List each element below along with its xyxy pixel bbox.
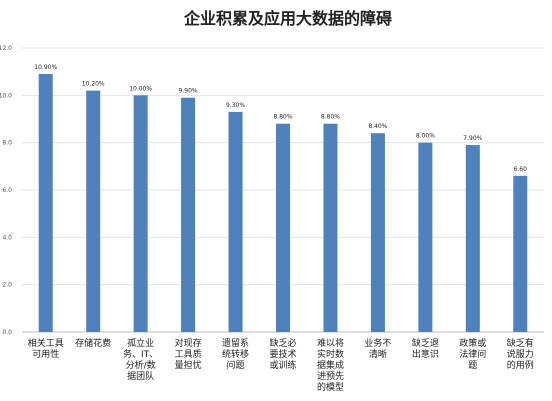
category-label-line: 实时数 xyxy=(317,348,344,360)
bar xyxy=(228,111,243,333)
y-tick-label: 6.0 xyxy=(2,187,12,194)
category-label-line: 工具质 xyxy=(175,348,202,360)
y-tick-label: 12.0 xyxy=(0,45,12,52)
category-label: 孤立业务、IT、分析/数据团队 xyxy=(123,337,158,382)
category-label-line: 的用例 xyxy=(507,359,534,371)
bar xyxy=(465,145,480,332)
category-label: 遗留系统转移问题 xyxy=(222,337,249,371)
category-label: 缺乏必要技术或训练 xyxy=(269,337,296,371)
y-tick-label: 10.0 xyxy=(0,92,12,99)
category-label-line: 清晰 xyxy=(369,348,387,360)
data-label: 10.90% xyxy=(34,64,57,71)
data-label: 8.80% xyxy=(273,114,292,121)
category-label-line: 分析/数 xyxy=(126,359,156,371)
category-label-line: 相关工具 xyxy=(28,337,64,349)
y-tick-label: 8.0 xyxy=(2,140,12,147)
bar xyxy=(181,97,196,332)
bar xyxy=(133,95,148,332)
category-label-line: 可用性 xyxy=(32,348,59,360)
y-tick-label: 2.0 xyxy=(2,282,12,289)
category-label-line: 难以将 xyxy=(317,338,344,349)
data-label: 9.90% xyxy=(179,88,198,95)
data-label: 10.00% xyxy=(129,85,152,92)
category-label: 存储花费 xyxy=(75,337,111,349)
category-label-line: 缺乏有 xyxy=(507,337,534,349)
category-label-line: 进预先 xyxy=(317,370,344,382)
data-label: 9.30% xyxy=(226,102,245,109)
bar xyxy=(370,133,385,332)
category-label-line: 出意识 xyxy=(412,348,439,360)
data-label: 10.20% xyxy=(82,81,105,88)
data-label: 8.80% xyxy=(321,114,340,121)
bars xyxy=(38,74,528,333)
y-tick-label: 0.0 xyxy=(2,329,12,336)
category-label: 业务不清晰 xyxy=(364,337,391,360)
category-label-line: 对现存 xyxy=(175,337,202,349)
category-label-line: 或训练 xyxy=(269,359,296,371)
category-label-line: 遗留系 xyxy=(222,337,249,349)
data-label: 8.40% xyxy=(368,123,387,130)
category-label: 缺乏有说服力的用例 xyxy=(507,337,534,371)
y-tick-label: 4.0 xyxy=(2,234,12,241)
category-label: 相关工具可用性 xyxy=(28,337,64,360)
data-label: 8.00% xyxy=(416,133,435,140)
y-axis: 0.0 2.0 4.0 6.0 8.0 10.0 12.0 xyxy=(0,45,12,336)
category-label-line: 孤立业 xyxy=(127,337,154,349)
category-label-line: 法律问 xyxy=(459,348,486,360)
category-label-line: 题 xyxy=(468,360,477,371)
data-labels: 10.90% 10.20% 10.00% 9.90% 9.30% 8.80% 8.80% 8.… xyxy=(34,64,527,173)
category-label-line: 存储花费 xyxy=(75,337,111,349)
category-label-line: 量担忧 xyxy=(175,359,202,371)
category-label-line: 政策或 xyxy=(459,337,486,349)
bar xyxy=(38,74,53,333)
bar xyxy=(86,90,101,332)
category-label-line: 的模型 xyxy=(317,381,344,393)
category-label: 难以将实时数据集成进预先的模型 xyxy=(317,338,344,393)
category-label-line: 据团队 xyxy=(127,370,154,382)
category-label-line: 问题 xyxy=(227,359,245,371)
bar xyxy=(276,123,290,332)
category-label-line: 说服力 xyxy=(507,348,534,360)
category-label-line: 统转移 xyxy=(222,348,249,360)
category-label-line: 业务不 xyxy=(364,337,391,349)
category-label-line: 据集成 xyxy=(317,359,344,371)
chart-title: 企业积累及应用大数据的障碍 xyxy=(183,9,392,28)
category-label-line: 缺乏必 xyxy=(269,337,296,349)
category-label: 对现存工具质量担忧 xyxy=(175,337,202,371)
data-label: 6.60 xyxy=(514,166,528,173)
data-label: 7.90% xyxy=(463,135,482,142)
bar xyxy=(323,123,338,332)
category-label-line: 务、IT、 xyxy=(123,348,158,360)
category-label: 缺乏退出意识 xyxy=(412,337,439,360)
category-label: 政策或法律问题 xyxy=(459,337,486,371)
category-label-line: 要技术 xyxy=(269,348,296,360)
category-label-line: 缺乏退 xyxy=(412,337,439,349)
bar xyxy=(418,142,433,332)
bar xyxy=(513,175,528,332)
